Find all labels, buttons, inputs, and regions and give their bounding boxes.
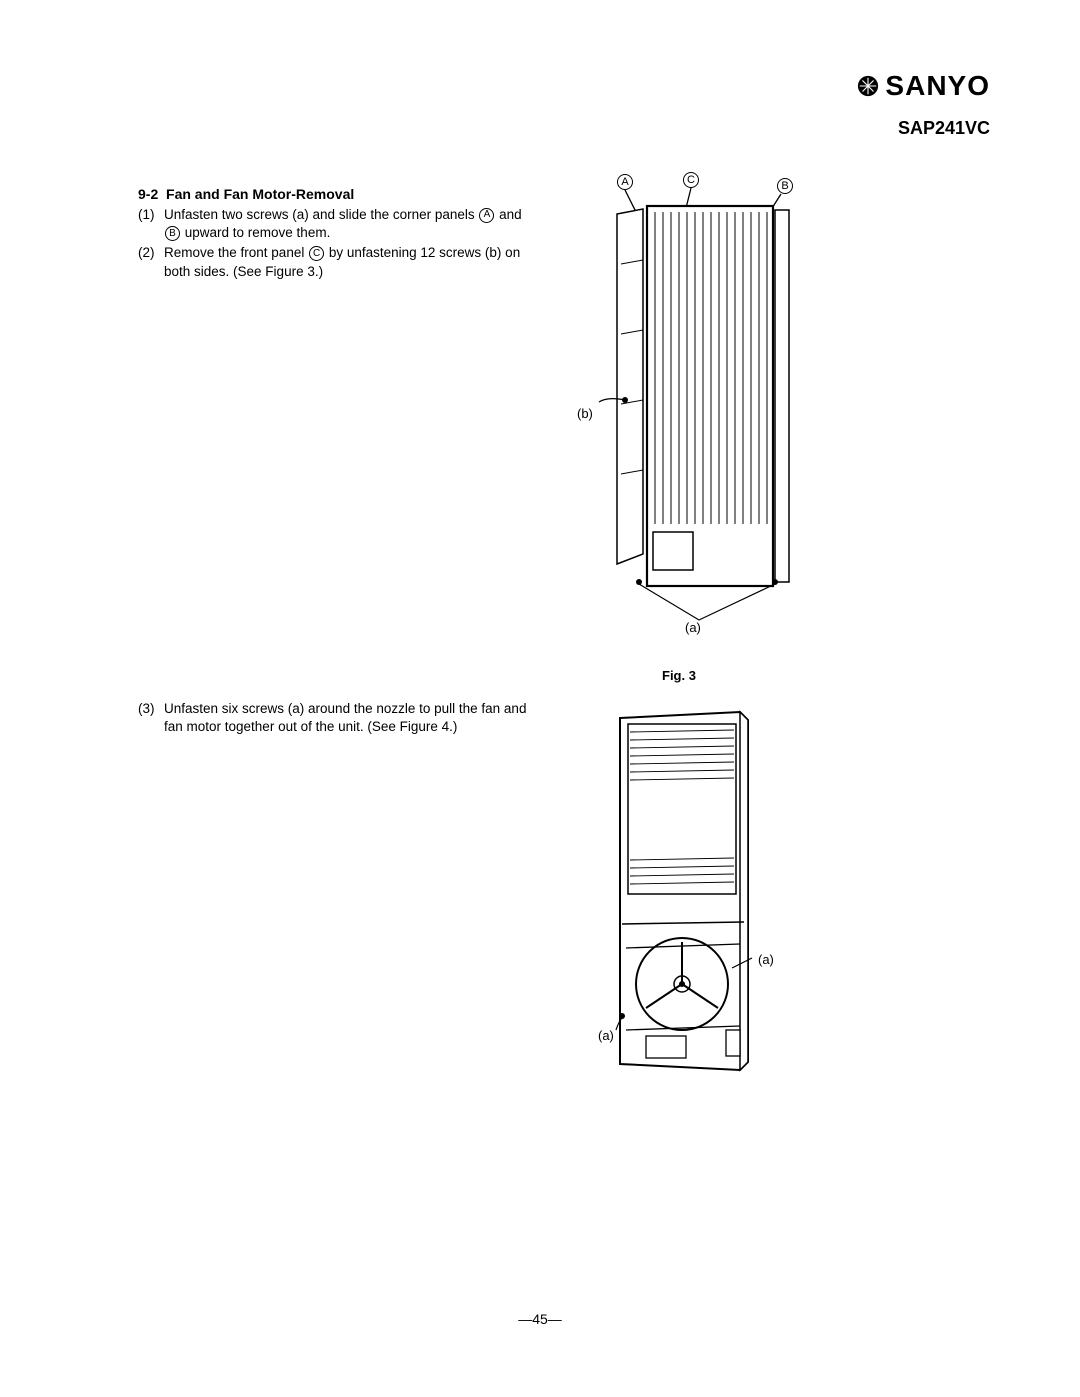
brand-name: SANYO xyxy=(885,70,990,102)
step-3: (3) Unfasten six screws (a) around the n… xyxy=(138,700,538,736)
step-1-text: Unfasten two screws (a) and slide the co… xyxy=(164,206,538,242)
step-3-num: (3) xyxy=(138,700,164,736)
brand-header: SANYO xyxy=(857,70,990,102)
figure-3-drawing xyxy=(565,184,825,644)
ref-C-inline: C xyxy=(309,246,324,261)
fig4-label-a-right: (a) xyxy=(758,952,774,967)
section-text-bottom: (3) Unfasten six screws (a) around the n… xyxy=(138,700,538,738)
figure-4: (a) (a) xyxy=(590,710,800,1090)
fig4-label-a-left: (a) xyxy=(598,1028,614,1043)
figure-3-caption: Fig. 3 xyxy=(662,668,696,683)
step-2-text: Remove the front panel C by unfastening … xyxy=(164,244,538,280)
section-title-text: Fan and Fan Motor-Removal xyxy=(166,186,354,202)
step-2-num: (2) xyxy=(138,244,164,280)
ref-A-inline: A xyxy=(479,208,494,223)
step-2: (2) Remove the front panel C by unfasten… xyxy=(138,244,538,280)
page-number: —45— xyxy=(518,1311,562,1327)
figure-3: A C B (b) (a) xyxy=(565,170,825,650)
step-1: (1) Unfasten two screws (a) and slide th… xyxy=(138,206,538,242)
model-number: SAP241VC xyxy=(898,118,990,139)
step-1-num: (1) xyxy=(138,206,164,242)
step-3-text: Unfasten six screws (a) around the nozzl… xyxy=(164,700,538,736)
section-text-top: 9-2 Fan and Fan Motor-Removal (1) Unfast… xyxy=(138,186,538,283)
brand-logo-icon xyxy=(857,75,879,97)
section-title: 9-2 Fan and Fan Motor-Removal xyxy=(138,186,538,202)
figure-4-drawing xyxy=(590,710,790,1080)
ref-B-inline: B xyxy=(165,226,180,241)
section-number: 9-2 xyxy=(138,186,158,202)
